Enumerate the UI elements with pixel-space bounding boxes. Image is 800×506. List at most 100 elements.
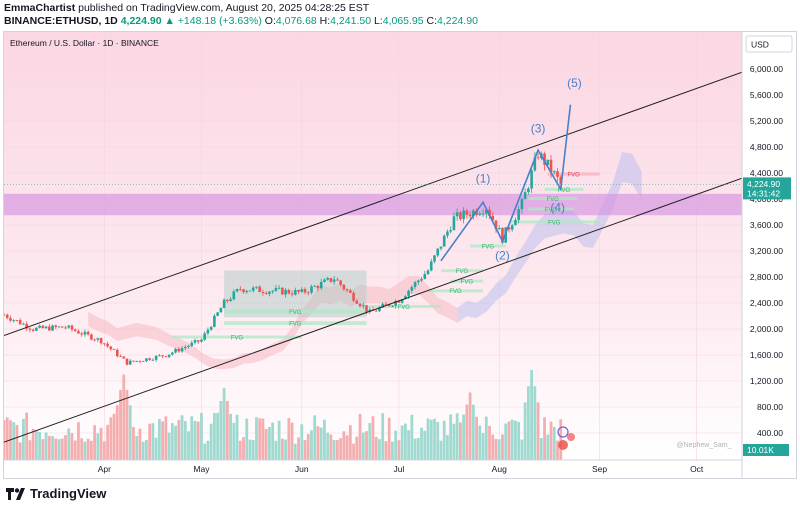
x-tick-label: Aug — [492, 464, 507, 474]
candle-body — [319, 282, 323, 289]
candle-body — [523, 192, 527, 200]
fvg-zone — [440, 269, 484, 273]
candle-body — [277, 287, 281, 289]
fvg-label: FVG — [231, 335, 244, 341]
chart-title: Ethereum / U.S. Dollar · 1D · BINANCE — [10, 38, 159, 48]
candle-body — [381, 303, 385, 308]
plot-background — [4, 32, 742, 460]
candle-body — [517, 209, 520, 220]
currency-box — [745, 35, 793, 53]
candle-body — [533, 157, 537, 171]
y-tick-label: 1,200.00 — [750, 376, 783, 386]
volume-bar — [352, 443, 355, 460]
candle-body — [556, 171, 559, 177]
candle-body — [232, 291, 236, 300]
candle-body — [468, 214, 472, 217]
volume-bar — [222, 388, 226, 460]
candle-body — [268, 291, 271, 294]
volume-bar — [552, 426, 556, 460]
fvg-zone — [366, 304, 441, 308]
volume-bar — [102, 441, 106, 460]
volume-bar — [274, 440, 278, 460]
volume-bar — [255, 417, 258, 460]
volume-bar — [316, 426, 320, 460]
volume-bar — [400, 425, 404, 460]
ohlc-value: 4,224.90 — [437, 15, 478, 27]
brand-name[interactable]: TradingView — [30, 486, 107, 501]
candle-body — [455, 212, 459, 217]
volume-bar — [416, 437, 420, 460]
fvg-zone — [547, 172, 600, 176]
volume-bar — [261, 418, 265, 460]
y-tick-label: 800.00 — [757, 402, 783, 412]
candle-body — [374, 310, 378, 312]
fvg-label: FVG — [546, 197, 559, 203]
currency-label[interactable]: USD — [751, 40, 769, 50]
candle-body — [378, 307, 381, 312]
volume-bar — [280, 438, 284, 460]
candle-body — [287, 289, 291, 294]
candle-body — [77, 331, 80, 334]
candle-body — [251, 287, 255, 291]
ohlc-key: C: — [423, 15, 438, 27]
tradingview-logo-icon — [6, 487, 25, 500]
elliott-wave-path — [440, 104, 572, 262]
candle-body — [18, 320, 22, 325]
candle-body — [128, 360, 132, 365]
candle-body — [342, 284, 346, 290]
cloud-bearish — [88, 275, 458, 370]
volume-bar — [491, 434, 495, 460]
fvg-label: FVG — [568, 172, 581, 178]
volume-bar — [4, 420, 6, 460]
fvg-zone — [172, 335, 302, 339]
volume-bar — [200, 412, 203, 460]
candle-body — [481, 213, 485, 215]
candle-body — [316, 286, 320, 289]
candle-body — [258, 286, 262, 293]
candle-body — [368, 309, 372, 312]
candle-body — [235, 289, 239, 292]
volume-bar — [436, 421, 440, 460]
volume-bar — [358, 414, 362, 460]
candle-body — [446, 231, 449, 236]
ohlc-key: L: — [371, 15, 383, 27]
volume-bar — [335, 440, 339, 460]
watermark: @Nephew_Sam_ — [677, 442, 732, 449]
candle-body — [536, 157, 540, 159]
candle-body — [255, 286, 258, 288]
candle-body — [387, 304, 391, 306]
candle-body — [12, 320, 16, 321]
fvg-label: FVG — [289, 322, 302, 328]
candle-body — [478, 213, 482, 215]
event-lightning-icon — [557, 426, 569, 438]
published-text: published on TradingView.com, August 20,… — [78, 2, 370, 14]
volume-bar — [157, 418, 161, 460]
last-price-tag — [743, 177, 791, 200]
volume-bar — [520, 439, 524, 460]
candle-body — [546, 159, 550, 165]
publisher-name[interactable]: EmmaChartist — [4, 2, 76, 14]
candle-body — [313, 286, 317, 287]
volume-bar — [455, 413, 459, 460]
candle-body — [501, 227, 504, 243]
candle-body — [183, 347, 187, 349]
candle-body — [332, 279, 336, 282]
elliott-wave-label: (3) — [531, 121, 546, 135]
volume-bar — [99, 427, 103, 460]
candle-body — [213, 315, 216, 327]
volume-bar — [371, 416, 375, 460]
volume-bar — [115, 405, 119, 460]
candle-body — [281, 287, 284, 295]
candle-body — [187, 345, 190, 348]
volume-bar — [481, 433, 485, 460]
ohlc-value: 4,241.50 — [330, 15, 372, 27]
candle-body — [248, 290, 252, 292]
fvg-label: FVG — [548, 220, 561, 226]
candle-body — [510, 225, 514, 230]
elliott-wave-label: (2) — [495, 248, 510, 262]
volume-bar — [319, 427, 323, 460]
candle-body — [491, 215, 495, 221]
volume-bar — [381, 413, 385, 460]
fvg-label: FVG — [449, 289, 462, 295]
